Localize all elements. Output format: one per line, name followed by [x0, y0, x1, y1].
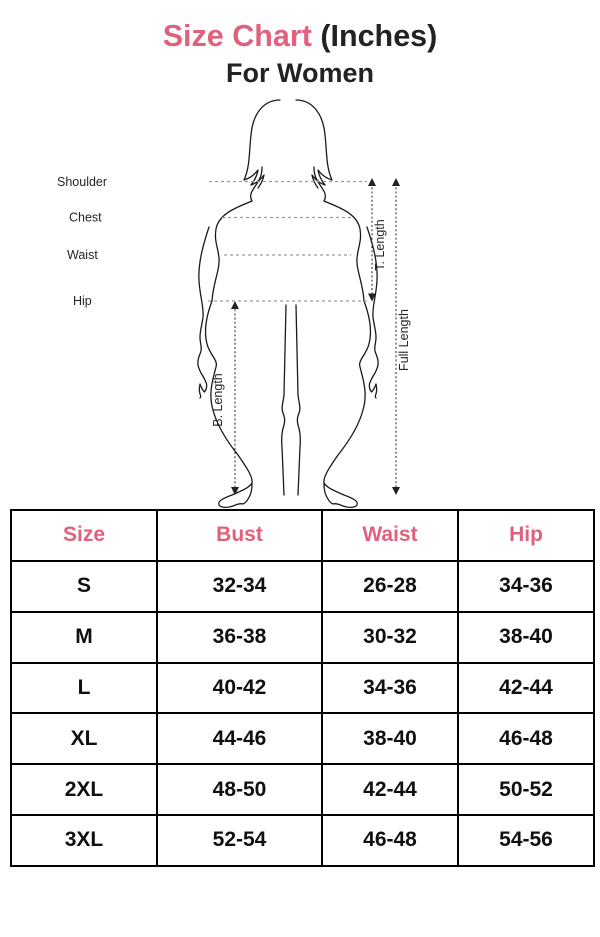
svg-text:Waist: Waist [67, 248, 98, 262]
svg-text:Hip: Hip [73, 294, 92, 308]
svg-text:Shoulder: Shoulder [57, 175, 107, 189]
svg-text:T. Length: T. Length [373, 219, 387, 270]
svg-text:B. Length: B. Length [211, 373, 225, 427]
svg-text:Chest: Chest [69, 211, 102, 225]
svg-text:Full Length: Full Length [397, 309, 411, 371]
